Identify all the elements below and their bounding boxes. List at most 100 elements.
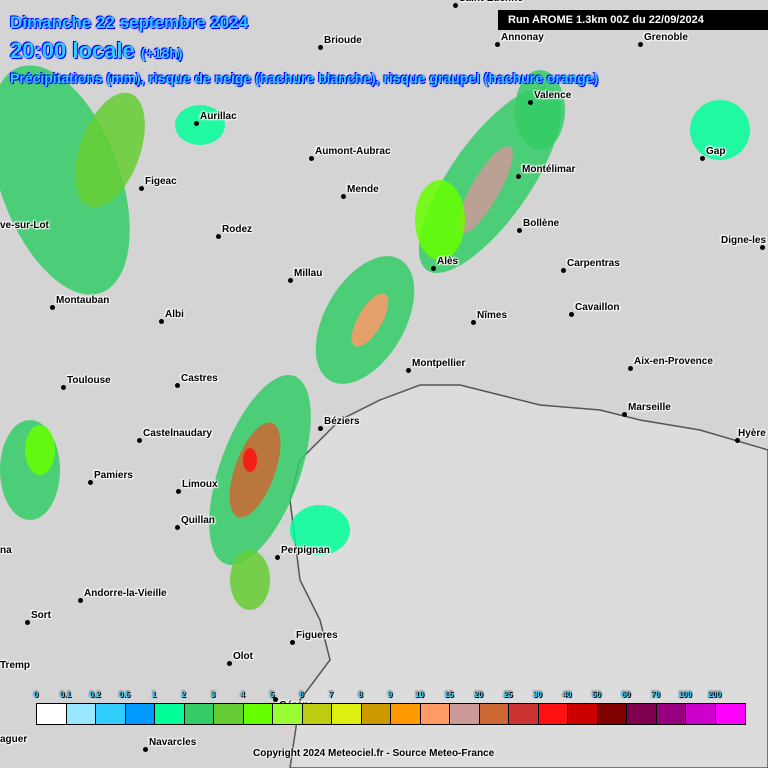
city-marker	[453, 3, 458, 8]
local-time: 20:00 locale	[10, 38, 135, 63]
legend-label: 1	[151, 690, 157, 699]
city-marker	[622, 412, 627, 417]
city-marker	[309, 156, 314, 161]
city-label: Grenoble	[644, 32, 688, 43]
city-marker	[517, 228, 522, 233]
legend-label: 70	[651, 690, 660, 699]
city-marker	[25, 620, 30, 625]
city-marker	[561, 268, 566, 273]
city-label: Figeac	[145, 176, 177, 187]
city-marker	[175, 525, 180, 530]
city-label: Nîmes	[477, 310, 508, 321]
legend-swatch	[214, 704, 244, 724]
precip-area	[75, 92, 145, 208]
legend-label: 9	[387, 690, 393, 699]
legend-label: 0.5	[118, 690, 131, 699]
city-label: Andorre-la-Vieille	[84, 588, 167, 599]
city-label: Béziers	[324, 416, 360, 427]
precip-area	[515, 70, 565, 150]
sea	[289, 384, 768, 768]
legend-label: 25	[503, 690, 513, 699]
city-marker	[227, 661, 232, 666]
city-marker	[194, 121, 199, 126]
city-label: Pamiers	[94, 470, 133, 481]
legend-swatch	[656, 704, 686, 724]
city-marker	[143, 747, 148, 752]
city-label: Montpellier	[412, 358, 466, 369]
legend-swatch	[538, 704, 568, 724]
city-marker	[406, 368, 411, 373]
city-marker	[471, 320, 476, 325]
legend-label: 200	[707, 690, 722, 699]
precip-area	[690, 100, 750, 160]
precip-area	[351, 293, 389, 347]
city-label: Figueres	[296, 630, 338, 641]
city-label: Montélimar	[522, 164, 576, 175]
city-marker	[275, 555, 280, 560]
city-marker	[628, 366, 633, 371]
precip-area	[175, 105, 225, 145]
precip-area	[243, 448, 257, 472]
legend-swatch	[568, 704, 598, 724]
precip-area	[415, 180, 465, 260]
legend-swatch	[450, 704, 480, 724]
city-label: Gap	[706, 146, 726, 157]
city-label: Hyère	[738, 428, 766, 439]
legend-swatch	[302, 704, 332, 724]
legend-label: 15	[444, 690, 454, 699]
city-marker	[318, 45, 323, 50]
city-marker	[61, 385, 66, 390]
city-label: aguer	[0, 734, 28, 745]
city-label: Olot	[233, 651, 253, 662]
city-marker	[175, 383, 180, 388]
city-label: Digne-les	[721, 235, 767, 246]
precip-area	[230, 550, 270, 610]
precip-area	[290, 505, 350, 555]
city-marker	[273, 697, 278, 702]
city-label: na	[0, 545, 12, 556]
city-label: Alès	[437, 256, 459, 267]
city-label: Quillan	[181, 515, 215, 526]
city-marker	[735, 438, 740, 443]
legend-label: 60	[621, 690, 631, 699]
legend-swatch	[509, 704, 539, 724]
city-marker	[50, 305, 55, 310]
city-marker	[516, 174, 521, 179]
city-label: Albi	[165, 309, 184, 320]
city-label: Bollène	[523, 218, 560, 229]
run-info: Run AROME 1.3km 00Z du 22/09/2024	[498, 10, 768, 30]
legend-label: 0.2	[89, 690, 101, 699]
legend-label: 8	[358, 690, 363, 699]
city-label: Mende	[347, 184, 379, 195]
city-marker	[216, 234, 221, 239]
city-label: ve-sur-Lot	[0, 220, 49, 231]
precip-area	[25, 425, 55, 475]
legend-swatch	[184, 704, 214, 724]
legend-swatch	[155, 704, 185, 724]
legend-label: 10	[415, 690, 424, 699]
city-label: Castelnaudary	[143, 428, 212, 439]
city-marker	[495, 42, 500, 47]
city-marker	[700, 156, 705, 161]
precip-area	[457, 146, 513, 234]
city-marker	[318, 426, 323, 431]
city-marker	[528, 100, 533, 105]
legend-label: 30	[533, 690, 542, 699]
legend-label: 4	[240, 690, 245, 699]
legend-swatch	[37, 704, 67, 724]
legend-swatch	[273, 704, 303, 724]
legend-label: 40	[562, 690, 572, 699]
city-label: Millau	[294, 268, 323, 279]
city-label: Carpentras	[567, 258, 620, 269]
city-label: Valence	[534, 90, 572, 101]
city-label: Marseille	[628, 402, 671, 413]
city-label: Montauban	[56, 295, 110, 306]
legend-swatch	[627, 704, 657, 724]
legend-label: 2	[181, 690, 186, 699]
city-label: Annonay	[501, 32, 544, 43]
legend-swatch	[715, 704, 745, 724]
legend-label: 20	[474, 690, 483, 699]
legend-swatch	[686, 704, 716, 724]
